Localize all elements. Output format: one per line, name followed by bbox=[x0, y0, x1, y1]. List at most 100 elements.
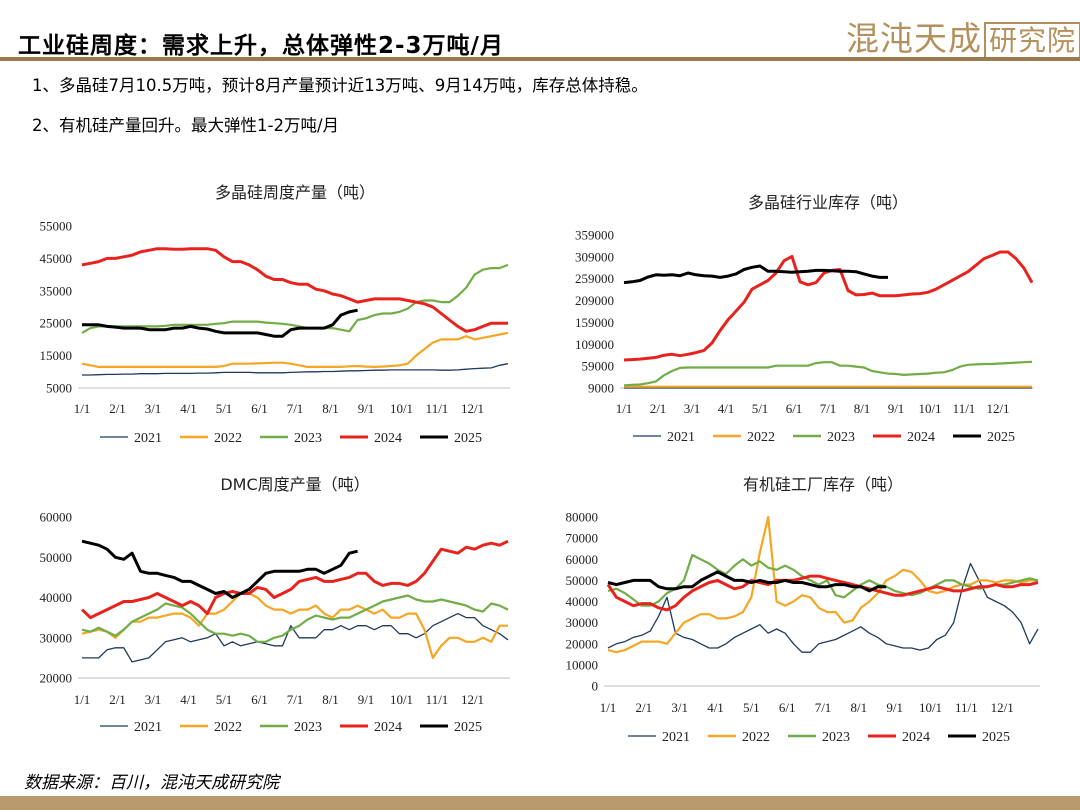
page-title: 工业硅周度：需求上升，总体弹性2-3万吨/月 bbox=[18, 33, 504, 59]
y-tick-label: 359000 bbox=[575, 228, 614, 243]
x-tick-label: 9/1 bbox=[358, 401, 375, 416]
y-tick-label: 9000 bbox=[588, 381, 614, 396]
x-tick-label: 7/1 bbox=[287, 692, 304, 707]
y-tick-label: 30000 bbox=[566, 615, 599, 630]
legend-label-2025: 2025 bbox=[982, 730, 1010, 745]
series-line-2023 bbox=[81, 263, 509, 334]
chart-title: 多晶硅行业库存（吨） bbox=[748, 193, 908, 212]
y-tick-label: 55000 bbox=[40, 219, 73, 234]
x-tick-label: 12/1 bbox=[461, 401, 484, 416]
x-tick-label: 7/1 bbox=[820, 401, 837, 416]
legend-label-2021: 2021 bbox=[662, 730, 690, 745]
x-tick-label: 9/1 bbox=[886, 700, 903, 715]
x-tick-label: 3/1 bbox=[671, 700, 688, 715]
series-line-2022 bbox=[81, 592, 508, 659]
chart-svg: DMC周度产量（吨） 20000 30000 40000 50000 60000 1/1 2/… bbox=[40, 475, 510, 735]
x-tick-label: 9/1 bbox=[358, 692, 375, 707]
series-line-2023 bbox=[623, 360, 1033, 387]
legend-label-2021: 2021 bbox=[134, 431, 162, 446]
chart-polysilicon-inventory: 多晶硅行业库存（吨） 9000 59000 109000 159000 209000 259… bbox=[540, 180, 1080, 460]
x-tick-label: 11/1 bbox=[955, 700, 978, 715]
bullet-polysilicon: 1、多晶硅7月10.5万吨，预计8月产量预计近13万吨、9月14万吨，库存总体持… bbox=[32, 76, 648, 95]
y-tick-label: 70000 bbox=[566, 531, 599, 546]
x-tick-label: 7/1 bbox=[815, 700, 832, 715]
series-line-2023 bbox=[81, 594, 509, 643]
y-tick-label: 35000 bbox=[40, 283, 73, 298]
x-tick-label: 2/1 bbox=[650, 401, 667, 416]
x-tick-label: 2/1 bbox=[109, 692, 126, 707]
x-tick-label: 7/1 bbox=[287, 401, 304, 416]
x-tick-label: 5/1 bbox=[752, 401, 769, 416]
title-divider bbox=[0, 57, 1080, 61]
y-tick-label: 50000 bbox=[40, 550, 73, 565]
y-tick-label: 109000 bbox=[575, 337, 614, 352]
x-tick-label: 6/1 bbox=[779, 700, 796, 715]
legend-label-2024: 2024 bbox=[374, 720, 402, 735]
y-tick-label: 15000 bbox=[40, 348, 73, 363]
data-source-note: 数据来源：百川，混沌天成研究院 bbox=[24, 773, 279, 793]
x-tick-label: 6/1 bbox=[251, 692, 268, 707]
series-line-2025 bbox=[81, 539, 358, 599]
series-line-2024 bbox=[81, 247, 508, 333]
legend-label-2024: 2024 bbox=[907, 430, 935, 445]
y-tick-label: 20000 bbox=[40, 671, 73, 686]
x-tick-label: 12/1 bbox=[991, 700, 1014, 715]
chart-dmc-weekly-output: DMC周度产量（吨） 20000 30000 40000 50000 60000 1/1 2/… bbox=[0, 462, 540, 752]
legend-label-2022: 2022 bbox=[747, 430, 775, 445]
x-tick-label: 11/1 bbox=[953, 401, 976, 416]
x-tick-label: 10/1 bbox=[919, 700, 942, 715]
series-line-2022 bbox=[81, 331, 509, 368]
legend-label-2022: 2022 bbox=[742, 730, 770, 745]
x-tick-label: 6/1 bbox=[251, 401, 268, 416]
x-tick-label: 1/1 bbox=[600, 700, 617, 715]
legend-label-2025: 2025 bbox=[987, 430, 1015, 445]
x-tick-label: 2/1 bbox=[109, 401, 126, 416]
series-line-2025 bbox=[82, 308, 358, 338]
y-tick-label: 30000 bbox=[40, 630, 73, 645]
y-tick-label: 40000 bbox=[40, 590, 73, 605]
legend-label-2022: 2022 bbox=[214, 720, 242, 735]
logo-boxed-text: 研究院 bbox=[984, 22, 1080, 59]
x-tick-label: 8/1 bbox=[322, 401, 339, 416]
x-tick-label: 5/1 bbox=[216, 692, 233, 707]
y-tick-label: 10000 bbox=[566, 657, 599, 672]
chart-polysilicon-weekly-output: 多晶硅周度产量（吨） 5000 15000 25000 35000 45000 55000 1… bbox=[0, 168, 540, 458]
series-line-2022 bbox=[607, 515, 1038, 654]
legend-label-2023: 2023 bbox=[294, 720, 322, 735]
x-tick-label: 11/1 bbox=[426, 401, 449, 416]
x-tick-label: 4/1 bbox=[180, 692, 197, 707]
chart-organic-silicon-factory-inventory: 有机硅工厂库存（吨） 0 10000 20000 30000 40000 50000 6000… bbox=[540, 462, 1080, 752]
series-line-2025 bbox=[623, 264, 888, 285]
x-tick-label: 8/1 bbox=[322, 692, 339, 707]
y-tick-label: 40000 bbox=[566, 594, 599, 609]
y-tick-label: 45000 bbox=[40, 251, 73, 266]
logo-text: 混沌天成 bbox=[846, 19, 982, 58]
chart-svg: 多晶硅周度产量（吨） 5000 15000 25000 35000 45000 55000 1… bbox=[40, 183, 510, 446]
y-tick-label: 50000 bbox=[566, 573, 599, 588]
x-tick-label: 3/1 bbox=[145, 692, 162, 707]
series-line-2024 bbox=[623, 250, 1034, 362]
x-tick-label: 8/1 bbox=[851, 700, 868, 715]
brand-logo: 混沌天成 研究院 bbox=[846, 12, 1080, 60]
chart-title: DMC周度产量（吨） bbox=[220, 475, 369, 494]
chart-svg: 多晶硅行业库存（吨） 9000 59000 109000 159000 209000 259… bbox=[575, 193, 1034, 445]
x-tick-label: 12/1 bbox=[461, 692, 484, 707]
legend-label-2023: 2023 bbox=[294, 431, 322, 446]
bullet-organic-silicon: 2、有机硅产量回升。最大弹性1-2万吨/月 bbox=[32, 116, 340, 135]
series-line-2021 bbox=[607, 562, 1039, 653]
series-line-2023 bbox=[607, 553, 1039, 607]
x-tick-label: 1/1 bbox=[616, 401, 633, 416]
x-tick-label: 9/1 bbox=[888, 401, 905, 416]
y-tick-label: 25000 bbox=[40, 316, 73, 331]
legend-label-2021: 2021 bbox=[667, 430, 695, 445]
legend-label-2025: 2025 bbox=[454, 720, 482, 735]
series-line-2024 bbox=[80, 539, 509, 620]
x-tick-label: 1/1 bbox=[74, 401, 91, 416]
x-tick-label: 5/1 bbox=[216, 401, 233, 416]
x-tick-label: 5/1 bbox=[743, 700, 760, 715]
series-line-2025 bbox=[607, 570, 887, 593]
legend-label-2024: 2024 bbox=[902, 730, 930, 745]
chart-svg: 有机硅工厂库存（吨） 0 10000 20000 30000 40000 50000 6000… bbox=[566, 475, 1040, 745]
y-tick-label: 20000 bbox=[566, 636, 599, 651]
x-tick-label: 4/1 bbox=[718, 401, 735, 416]
